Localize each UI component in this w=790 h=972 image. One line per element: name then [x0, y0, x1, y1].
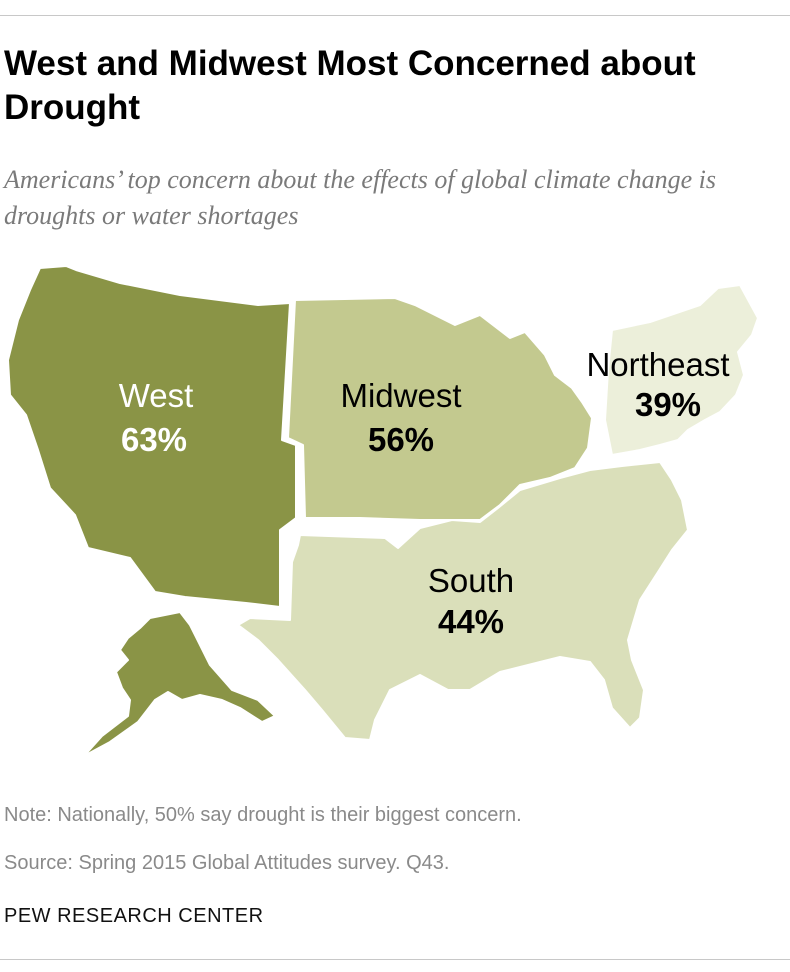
region-midwest: [287, 297, 593, 521]
region-northeast: [604, 284, 759, 456]
region-west: [7, 265, 297, 757]
region-label-south: South: [428, 562, 514, 599]
note-text: Note: Nationally, 50% say drought is the…: [4, 804, 522, 826]
top-rule: [0, 15, 790, 16]
bottom-rule: [0, 959, 790, 960]
region-shape-northeast: [604, 284, 759, 456]
chart-title: West and Midwest Most Concerned about Dr…: [4, 44, 696, 127]
region-south: [237, 461, 689, 741]
us-regions-map: West 63% Midwest 56% Northeast 39% South…: [7, 265, 759, 757]
region-label-west: West: [119, 377, 194, 414]
region-value-west: 63%: [121, 421, 187, 458]
region-shape-west: [7, 265, 297, 608]
region-shape-midwest: [287, 297, 593, 521]
region-value-south: 44%: [438, 603, 504, 640]
chart-subtitle: Americans’ top concern about the effects…: [4, 165, 716, 230]
region-label-midwest: Midwest: [340, 377, 461, 414]
organization-name: PEW RESEARCH CENTER: [4, 905, 264, 927]
region-label-northeast: Northeast: [586, 346, 729, 383]
region-value-northeast: 39%: [635, 386, 701, 423]
region-shape-alaska: [83, 611, 276, 757]
region-value-midwest: 56%: [368, 421, 434, 458]
source-text: Source: Spring 2015 Global Attitudes sur…: [4, 852, 450, 874]
region-shape-south: [237, 461, 689, 741]
